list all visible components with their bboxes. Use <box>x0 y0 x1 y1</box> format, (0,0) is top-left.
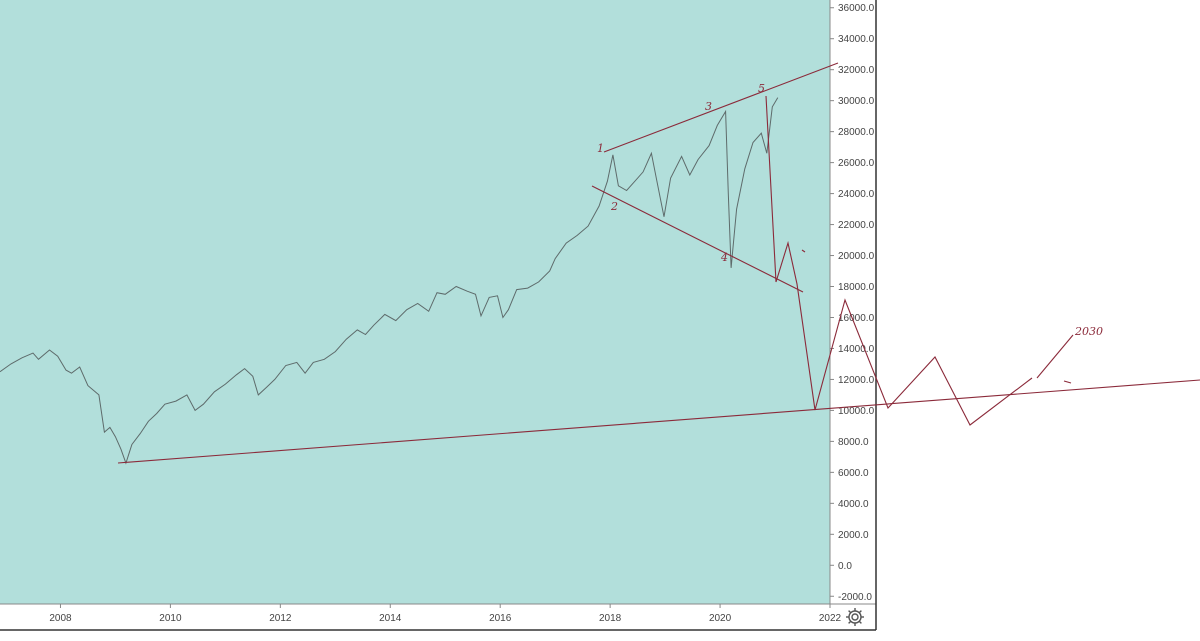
price-tick-label: 22000.0 <box>838 220 875 231</box>
price-tick-label: 36000.0 <box>838 3 875 14</box>
time-tick-label: 2020 <box>709 613 732 624</box>
price-tick-label: 0.0 <box>838 561 852 572</box>
price-tick-label: 32000.0 <box>838 65 875 76</box>
long-term-support-line <box>117 379 1200 464</box>
price-tick-label: 28000.0 <box>838 127 875 138</box>
price-tick-label: 18000.0 <box>838 282 875 293</box>
hand-drawn-forecast <box>117 62 1200 464</box>
wave-annotations: 1 2 3 4 5 2030 <box>597 82 1103 338</box>
forecast-path-2030 <box>1036 334 1074 379</box>
time-tick-label: 2018 <box>599 613 622 624</box>
price-tick-label: 12000.0 <box>838 375 875 386</box>
time-scale-background[interactable] <box>0 604 876 630</box>
price-tick-label: 14000.0 <box>838 344 875 355</box>
price-tick-label: 10000.0 <box>838 406 875 417</box>
lower-trendline <box>591 185 804 293</box>
price-tick-label: 20000.0 <box>838 251 875 262</box>
wave-label: 1 <box>597 142 604 155</box>
upper-trendline <box>603 62 839 153</box>
time-tick-label: 2012 <box>269 613 292 624</box>
time-axis: 2008 2010 2012 2014 2016 2018 2020 2022 <box>49 604 842 624</box>
time-tick-label: 2016 <box>489 613 512 624</box>
price-tick-label: 16000.0 <box>838 313 875 324</box>
price-tick-label: 34000.0 <box>838 34 875 45</box>
forecast-path <box>765 95 1033 426</box>
time-tick-label: 2008 <box>49 613 72 624</box>
price-tick-label: 4000.0 <box>838 499 869 510</box>
price-tick-label: 6000.0 <box>838 468 869 479</box>
time-tick-label: 2022 <box>819 613 842 624</box>
wave-label: 3 <box>705 100 712 113</box>
price-tick-label: 30000.0 <box>838 96 875 107</box>
price-tick-label: 24000.0 <box>838 189 875 200</box>
small-mark <box>1063 380 1072 384</box>
time-tick-label: 2010 <box>159 613 182 624</box>
price-tick-label: 26000.0 <box>838 158 875 169</box>
wave-label: 5 <box>758 82 765 95</box>
wave-label: 2 <box>610 200 618 213</box>
price-axis: 36000.0 34000.0 32000.0 30000.0 28000.0 26000… <box>830 3 875 603</box>
price-scale-background[interactable] <box>830 0 876 604</box>
price-tick-label: 8000.0 <box>838 437 869 448</box>
small-mark <box>801 249 806 253</box>
price-series-line <box>0 97 779 465</box>
price-tick-label: -2000.0 <box>838 592 872 603</box>
price-tick-label: 2000.0 <box>838 530 869 541</box>
wave-label: 2030 <box>1074 325 1103 338</box>
plot-background[interactable] <box>0 0 830 604</box>
wave-label: 4 <box>720 251 728 264</box>
time-tick-label: 2014 <box>379 613 402 624</box>
gear-icon[interactable] <box>844 606 866 628</box>
